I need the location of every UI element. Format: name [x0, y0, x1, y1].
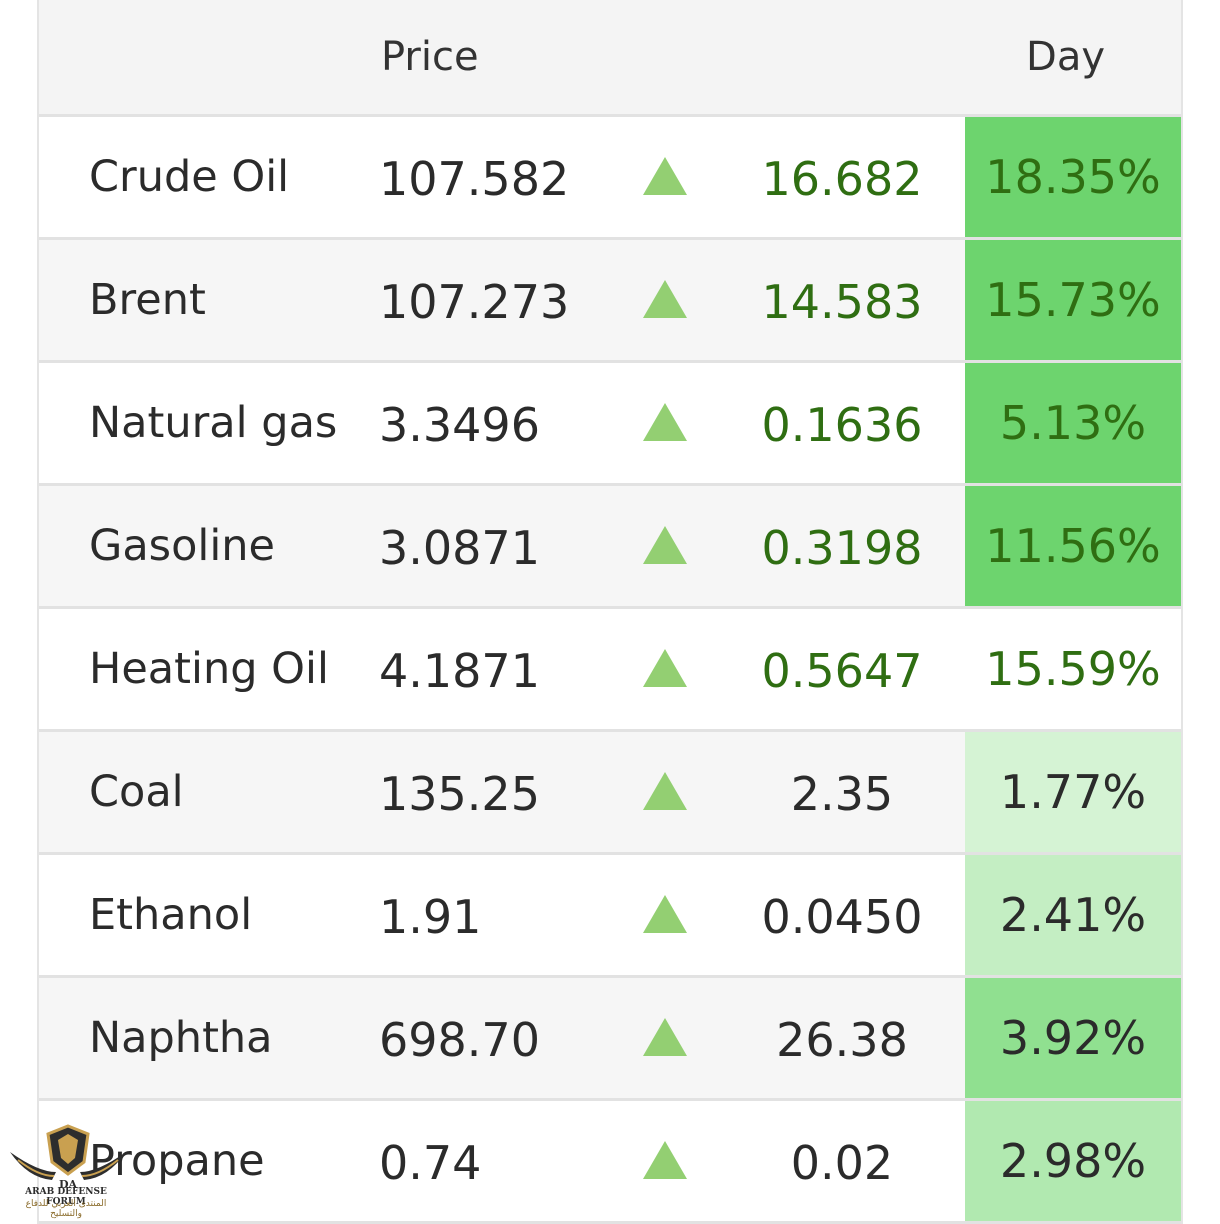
commodity-name: Ethanol [89, 890, 253, 940]
table-row[interactable]: Gasoline 3.0871 0.3198 11.56% [39, 486, 1181, 609]
commodity-day-percent: 11.56% [965, 486, 1181, 606]
triangle-up-icon [643, 649, 687, 687]
table-row[interactable]: Crude Oil 107.582 16.682 18.35% [39, 117, 1181, 240]
triangle-up-icon [643, 895, 687, 933]
commodity-day-percent: 2.98% [965, 1101, 1181, 1221]
table-header: Price Day [39, 0, 1181, 117]
commodity-change: 0.5647 [761, 644, 923, 698]
commodity-name: Heating Oil [89, 644, 329, 694]
commodity-day-percent: 15.73% [965, 240, 1181, 360]
triangle-up-icon [643, 403, 687, 441]
triangle-up-icon [643, 772, 687, 810]
commodity-day-percent: 5.13% [965, 363, 1181, 483]
table-row[interactable]: Propane 0.74 0.02 2.98% [39, 1101, 1181, 1224]
commodity-name: Brent [89, 275, 206, 325]
commodity-price: 0.74 [379, 1136, 482, 1190]
commodity-price: 4.1871 [379, 644, 540, 698]
commodity-price: 135.25 [379, 767, 540, 821]
triangle-up-icon [643, 1141, 687, 1179]
commodity-change: 2.35 [790, 767, 894, 821]
commodity-name: Coal [89, 767, 184, 817]
commodity-price: 3.3496 [379, 398, 540, 452]
price-column-header[interactable]: Price [381, 34, 479, 80]
watermark-subtitle: المنتدى العربي للدفاع والتسليح [25, 1199, 107, 1219]
watermark-title: ARAB DEFENSE FORUM [25, 1187, 107, 1207]
triangle-up-icon [643, 526, 687, 564]
commodity-day-percent: 15.59% [965, 609, 1181, 729]
commodity-change: 0.02 [790, 1136, 894, 1190]
commodity-change: 0.1636 [761, 398, 923, 452]
commodity-price: 698.70 [379, 1013, 540, 1067]
commodity-day-percent: 1.77% [965, 732, 1181, 852]
commodity-change: 16.682 [761, 152, 923, 206]
triangle-up-icon [643, 157, 687, 195]
commodity-change: 14.583 [761, 275, 923, 329]
commodity-name: Crude Oil [89, 152, 290, 202]
commodity-name: Gasoline [89, 521, 275, 571]
watermark-logo: DA [10, 1124, 126, 1191]
commodity-change: 26.38 [776, 1013, 908, 1067]
commodity-day-percent: 2.41% [965, 855, 1181, 975]
table-row[interactable]: Heating Oil 4.1871 0.5647 15.59% [39, 609, 1181, 732]
commodity-day-percent: 18.35% [965, 117, 1181, 237]
commodity-price: 3.0871 [379, 521, 540, 575]
commodity-name: Natural gas [89, 398, 338, 448]
table-row[interactable]: Brent 107.273 14.583 15.73% [39, 240, 1181, 363]
commodity-price: 107.273 [379, 275, 570, 329]
table-row[interactable]: Naphtha 698.70 26.38 3.92% [39, 978, 1181, 1101]
commodity-change: 0.0450 [761, 890, 923, 944]
table-row[interactable]: Ethanol 1.91 0.0450 2.41% [39, 855, 1181, 978]
commodity-day-percent: 3.92% [965, 978, 1181, 1098]
table-row[interactable]: Natural gas 3.3496 0.1636 5.13% [39, 363, 1181, 486]
triangle-up-icon [643, 1018, 687, 1056]
table-body: Crude Oil 107.582 16.682 18.35% Brent 107.273… [39, 117, 1181, 1224]
svg-text:DA: DA [59, 1178, 78, 1191]
day-column-header[interactable]: Day [1026, 34, 1105, 80]
commodity-table: Price Day Crude Oil 107.582 16.682 18.35% Br… [37, 0, 1183, 1224]
commodity-name: Naphtha [89, 1013, 273, 1063]
commodity-change: 0.3198 [761, 521, 923, 575]
commodity-price: 107.582 [379, 152, 570, 206]
commodity-price: 1.91 [379, 890, 482, 944]
triangle-up-icon [643, 280, 687, 318]
table-row[interactable]: Coal 135.25 2.35 1.77% [39, 732, 1181, 855]
